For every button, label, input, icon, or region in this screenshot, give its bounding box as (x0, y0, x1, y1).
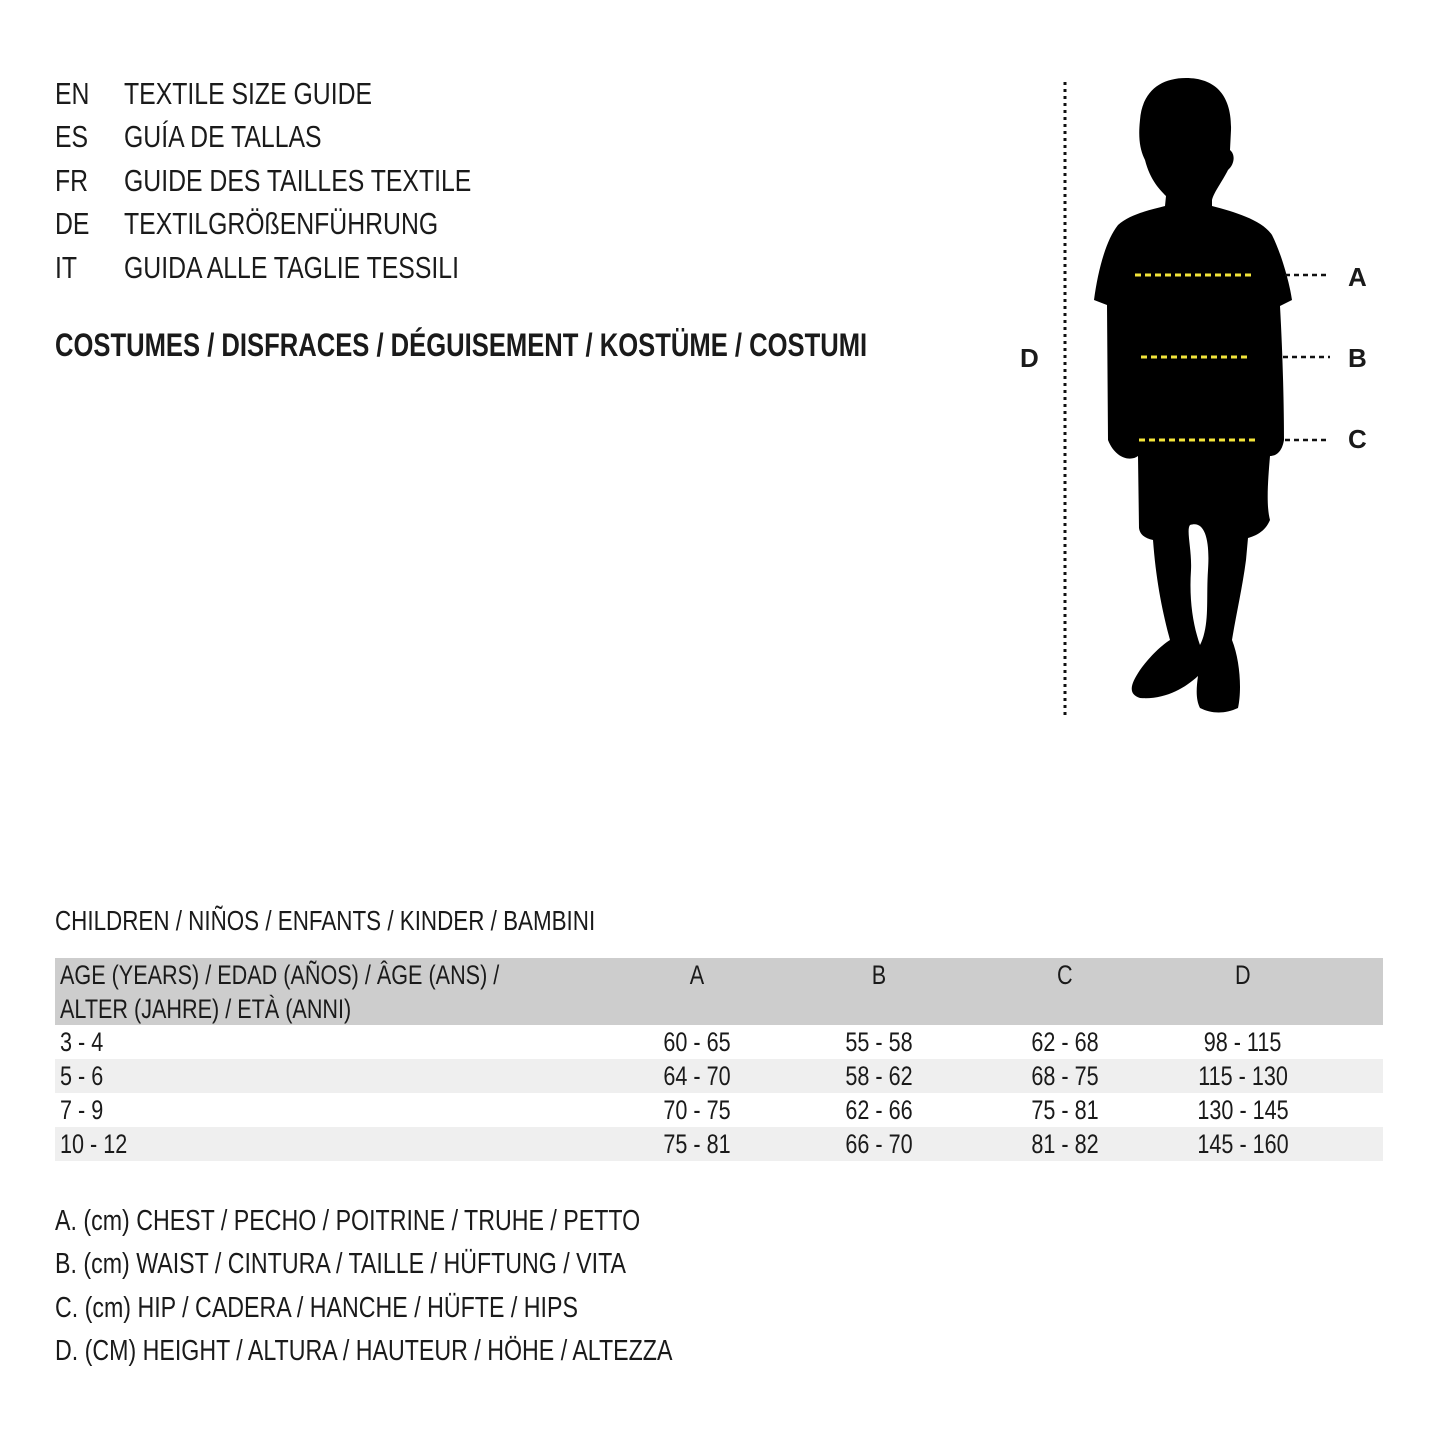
value-cell-a: 75 - 81 (663, 1129, 731, 1159)
value-cell-b: 55 - 58 (845, 1027, 913, 1057)
table-row: 10 - 12 75 - 81 66 - 70 81 - 82 145 - 160 (55, 1127, 1383, 1161)
value-cell-d: 98 - 115 (1204, 1027, 1282, 1057)
age-cell: 10 - 12 (60, 1129, 128, 1159)
col-header-a: A (689, 960, 705, 990)
lang-code: DE (55, 206, 90, 241)
category-heading: COSTUMES / DISFRACES / DÉGUISEMENT / KOS… (55, 327, 1070, 363)
title-row-it: IT (55, 250, 83, 286)
value-cell-a: 60 - 65 (663, 1027, 731, 1057)
value-cell-b: 62 - 66 (845, 1095, 913, 1125)
label-d: D (1020, 343, 1039, 373)
value-cell-c: 81 - 82 (1031, 1129, 1099, 1159)
legend-item-d: D. (CM) HEIGHT / ALTURA / HAUTEUR / HÖHE… (55, 1335, 673, 1367)
table-row: 5 - 6 64 - 70 58 - 62 68 - 75 115 - 130 (55, 1059, 1383, 1093)
label-c: C (1348, 424, 1367, 454)
table-header: AGE (YEARS) / EDAD (AÑOS) / ÂGE (ANS) / … (55, 958, 1383, 1025)
leg-gap (1188, 524, 1209, 645)
label-b: B (1348, 343, 1367, 373)
title-text-en: TEXTILE SIZE GUIDE (124, 76, 434, 112)
title-text: GUIDE DES TAILLES TEXTILE (124, 163, 472, 198)
title-row-es: ES (55, 119, 96, 155)
title-text-fr: GUIDE DES TAILLES TEXTILE (124, 163, 558, 199)
table-caption: CHILDREN / NIÑOS / ENFANTS / KINDER / BA… (55, 905, 730, 937)
value-cell-c: 75 - 81 (1031, 1095, 1099, 1125)
lang-code: ES (55, 119, 89, 154)
table-row: 7 - 9 70 - 75 62 - 66 75 - 81 130 - 145 (55, 1093, 1383, 1127)
lang-code: IT (55, 250, 78, 285)
title-row-en: EN (55, 76, 98, 112)
size-table: AGE (YEARS) / EDAD (AÑOS) / ÂGE (ANS) / … (55, 958, 1383, 1161)
title-row-fr: FR (55, 163, 96, 199)
lang-code: FR (55, 163, 89, 198)
value-cell-c: 68 - 75 (1031, 1061, 1099, 1091)
age-header-line2: ALTER (JAHRE) / ETÀ (ANNI) (60, 994, 352, 1024)
title-text-it: GUIDA ALLE TAGLIE TESSILI (124, 250, 543, 286)
measure-lines (1135, 273, 1255, 442)
value-cell-b: 58 - 62 (845, 1061, 913, 1091)
title-text: TEXTILGRÖßENFÜHRUNG (124, 206, 439, 241)
age-cell: 7 - 9 (60, 1095, 104, 1125)
table-row: 3 - 4 60 - 65 55 - 58 62 - 68 98 - 115 (55, 1025, 1383, 1059)
value-cell-a: 64 - 70 (663, 1061, 731, 1091)
label-a: A (1348, 262, 1367, 292)
age-header-line1: AGE (YEARS) / EDAD (AÑOS) / ÂGE (ANS) / (60, 960, 500, 990)
category-text: COSTUMES / DISFRACES / DÉGUISEMENT / KOS… (55, 327, 868, 363)
child-silhouette-icon (1094, 78, 1292, 713)
legend-item-b: B. (cm) WAIST / CINTURA / TAILLE / HÜFTU… (55, 1248, 627, 1280)
child-measurement-figure (1063, 78, 1330, 715)
value-cell-d: 145 - 160 (1197, 1129, 1289, 1159)
title-text-de: TEXTILGRÖßENFÜHRUNG (124, 206, 517, 242)
col-header-b: B (871, 960, 887, 990)
age-cell: 3 - 4 (60, 1027, 104, 1057)
value-cell-a: 70 - 75 (663, 1095, 731, 1125)
value-cell-b: 66 - 70 (845, 1129, 913, 1159)
label-leaders (1283, 273, 1330, 442)
col-header-c: C (1057, 960, 1073, 990)
caption-text: CHILDREN / NIÑOS / ENFANTS / KINDER / BA… (55, 905, 596, 936)
title-row-de: DE (55, 206, 98, 242)
title-text-es: GUÍA DE TALLAS (124, 119, 371, 155)
legend-item-a: A. (cm) CHEST / PECHO / POITRINE / TRUHE… (55, 1205, 641, 1237)
lang-code: EN (55, 76, 90, 111)
title-text: TEXTILE SIZE GUIDE (124, 76, 373, 111)
title-text: GUIDA ALLE TAGLIE TESSILI (124, 250, 459, 285)
value-cell-c: 62 - 68 (1031, 1027, 1099, 1057)
col-header-d: D (1235, 960, 1251, 990)
age-cell: 5 - 6 (60, 1061, 104, 1091)
value-cell-d: 130 - 145 (1197, 1095, 1289, 1125)
value-cell-d: 115 - 130 (1198, 1061, 1288, 1091)
title-text: GUÍA DE TALLAS (124, 119, 322, 154)
legend-item-c: C. (cm) HIP / CADERA / HANCHE / HÜFTE / … (55, 1292, 578, 1324)
